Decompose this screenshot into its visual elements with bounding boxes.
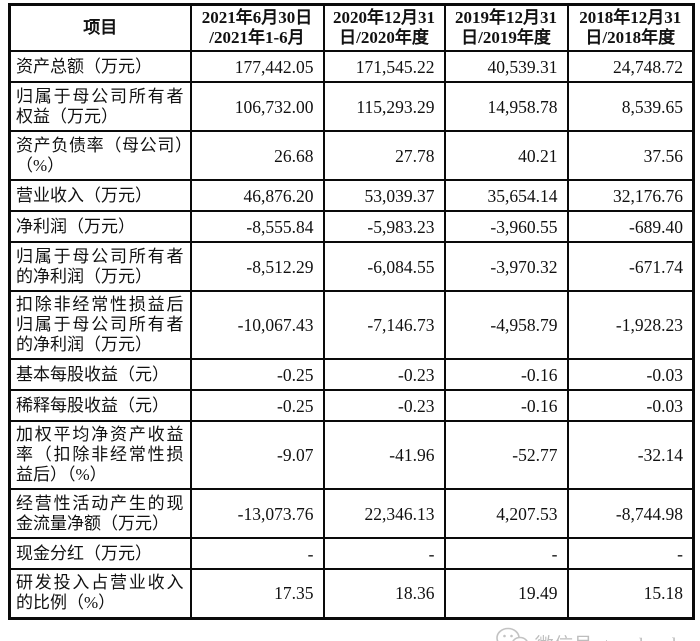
row-label: 营业收入（万元） bbox=[8, 179, 192, 212]
cell-value: -0.03 bbox=[566, 389, 695, 422]
cell-value: -41.96 bbox=[322, 420, 446, 490]
wechat-id-label: 微信号: touchweb bbox=[535, 630, 682, 641]
cell-value: 15.18 bbox=[566, 568, 695, 619]
cell-value: -0.25 bbox=[189, 358, 325, 391]
wechat-icon bbox=[495, 627, 529, 641]
column-header-2018: 2018年12月31 日/2018年度 bbox=[566, 3, 695, 52]
cell-value: -0.16 bbox=[443, 358, 569, 391]
table-row-net-profit: 净利润（万元） -8,555.84 -5,983.23 -3,960.55 -6… bbox=[8, 210, 695, 243]
cell-value: 40,539.31 bbox=[443, 50, 569, 83]
table-row-parent-net-profit: 归属于母公司所有者的净利润（万元） -8,512.29 -6,084.55 -3… bbox=[8, 241, 695, 292]
row-label: 归属于母公司所有者权益（万元） bbox=[8, 81, 192, 132]
cell-value: -0.16 bbox=[443, 389, 569, 422]
table-row-rd-ratio: 研发投入占营业收入的比例（%） 17.35 18.36 19.49 15.18 bbox=[8, 568, 695, 619]
financial-summary-table: 项目 2021年6月30日 /2021年1-6月 2020年12月31 日/20… bbox=[8, 3, 695, 620]
table-row-parent-equity: 归属于母公司所有者权益（万元） 106,732.00 115,293.29 14… bbox=[8, 81, 695, 132]
cell-value: -9.07 bbox=[189, 420, 325, 490]
table-row-weighted-roe: 加权平均净资产收益率（扣除非经常性损益后）（%） -9.07 -41.96 -5… bbox=[8, 420, 695, 490]
row-label: 加权平均净资产收益率（扣除非经常性损益后）（%） bbox=[8, 420, 192, 490]
table-row-debt-ratio: 资产负债率（母公司）（%） 26.68 27.78 40.21 37.56 bbox=[8, 130, 695, 181]
cell-value: -689.40 bbox=[566, 210, 695, 243]
table-row-net-profit-excl-nonrecurring: 扣除非经常性损益后归属于母公司所有者的净利润（万元） -10,067.43 -7… bbox=[8, 290, 695, 360]
cell-value: 27.78 bbox=[322, 130, 446, 181]
row-label: 扣除非经常性损益后归属于母公司所有者的净利润（万元） bbox=[8, 290, 192, 360]
cell-value: - bbox=[322, 537, 446, 570]
table-row-total-assets: 资产总额（万元） 177,442.05 171,545.22 40,539.31… bbox=[8, 50, 695, 83]
table-row-diluted-eps: 稀释每股收益（元） -0.25 -0.23 -0.16 -0.03 bbox=[8, 389, 695, 422]
row-label: 归属于母公司所有者的净利润（万元） bbox=[8, 241, 192, 292]
cell-value: -13,073.76 bbox=[189, 488, 325, 539]
cell-value: -0.23 bbox=[322, 389, 446, 422]
cell-value: -52.77 bbox=[443, 420, 569, 490]
row-label: 基本每股收益（元） bbox=[8, 358, 192, 391]
row-label: 研发投入占营业收入的比例（%） bbox=[8, 568, 192, 619]
cell-value: -8,555.84 bbox=[189, 210, 325, 243]
wechat-watermark: 微信号: touchweb bbox=[16, 627, 700, 641]
cell-value: 115,293.29 bbox=[322, 81, 446, 132]
cell-value: -4,958.79 bbox=[443, 290, 569, 360]
table-row-operating-cash-flow: 经营性活动产生的现金流量净额（万元） -13,073.76 22,346.13 … bbox=[8, 488, 695, 539]
column-header-item: 项目 bbox=[8, 3, 192, 52]
cell-value: 32,176.76 bbox=[566, 179, 695, 212]
cell-value: 8,539.65 bbox=[566, 81, 695, 132]
cell-value: -671.74 bbox=[566, 241, 695, 292]
cell-value: 17.35 bbox=[189, 568, 325, 619]
cell-value: 53,039.37 bbox=[322, 179, 446, 212]
row-label: 净利润（万元） bbox=[8, 210, 192, 243]
cell-value: -10,067.43 bbox=[189, 290, 325, 360]
column-header-2020: 2020年12月31 日/2020年度 bbox=[322, 3, 446, 52]
cell-value: -32.14 bbox=[566, 420, 695, 490]
row-label: 现金分红（万元） bbox=[8, 537, 192, 570]
cell-value: -7,146.73 bbox=[322, 290, 446, 360]
cell-value: 177,442.05 bbox=[189, 50, 325, 83]
cell-value: -0.25 bbox=[189, 389, 325, 422]
table-header-row: 项目 2021年6月30日 /2021年1-6月 2020年12月31 日/20… bbox=[8, 3, 695, 52]
row-label: 稀释每股收益（元） bbox=[8, 389, 192, 422]
cell-value: 24,748.72 bbox=[566, 50, 695, 83]
cell-value: 26.68 bbox=[189, 130, 325, 181]
cell-value: 4,207.53 bbox=[443, 488, 569, 539]
cell-value: 14,958.78 bbox=[443, 81, 569, 132]
row-label: 资产总额（万元） bbox=[8, 50, 192, 83]
column-header-2021: 2021年6月30日 /2021年1-6月 bbox=[189, 3, 325, 52]
cell-value: 171,545.22 bbox=[322, 50, 446, 83]
column-header-2019: 2019年12月31 日/2019年度 bbox=[443, 3, 569, 52]
cell-value: - bbox=[566, 537, 695, 570]
cell-value: 40.21 bbox=[443, 130, 569, 181]
cell-value: -3,970.32 bbox=[443, 241, 569, 292]
table-row-revenue: 营业收入（万元） 46,876.20 53,039.37 35,654.14 3… bbox=[8, 179, 695, 212]
cell-value: -6,084.55 bbox=[322, 241, 446, 292]
cell-value: 35,654.14 bbox=[443, 179, 569, 212]
cell-value: 37.56 bbox=[566, 130, 695, 181]
cell-value: 46,876.20 bbox=[189, 179, 325, 212]
cell-value: 22,346.13 bbox=[322, 488, 446, 539]
cell-value: 19.49 bbox=[443, 568, 569, 619]
cell-value: -3,960.55 bbox=[443, 210, 569, 243]
cell-value: - bbox=[189, 537, 325, 570]
table-row-cash-dividend: 现金分红（万元） - - - - bbox=[8, 537, 695, 570]
cell-value: -8,512.29 bbox=[189, 241, 325, 292]
cell-value: -5,983.23 bbox=[322, 210, 446, 243]
cell-value: - bbox=[443, 537, 569, 570]
row-label: 资产负债率（母公司）（%） bbox=[8, 130, 192, 181]
cell-value: 18.36 bbox=[322, 568, 446, 619]
cell-value: 106,732.00 bbox=[189, 81, 325, 132]
cell-value: -8,744.98 bbox=[566, 488, 695, 539]
row-label: 经营性活动产生的现金流量净额（万元） bbox=[8, 488, 192, 539]
table-row-basic-eps: 基本每股收益（元） -0.25 -0.23 -0.16 -0.03 bbox=[8, 358, 695, 391]
cell-value: -1,928.23 bbox=[566, 290, 695, 360]
cell-value: -0.23 bbox=[322, 358, 446, 391]
cell-value: -0.03 bbox=[566, 358, 695, 391]
